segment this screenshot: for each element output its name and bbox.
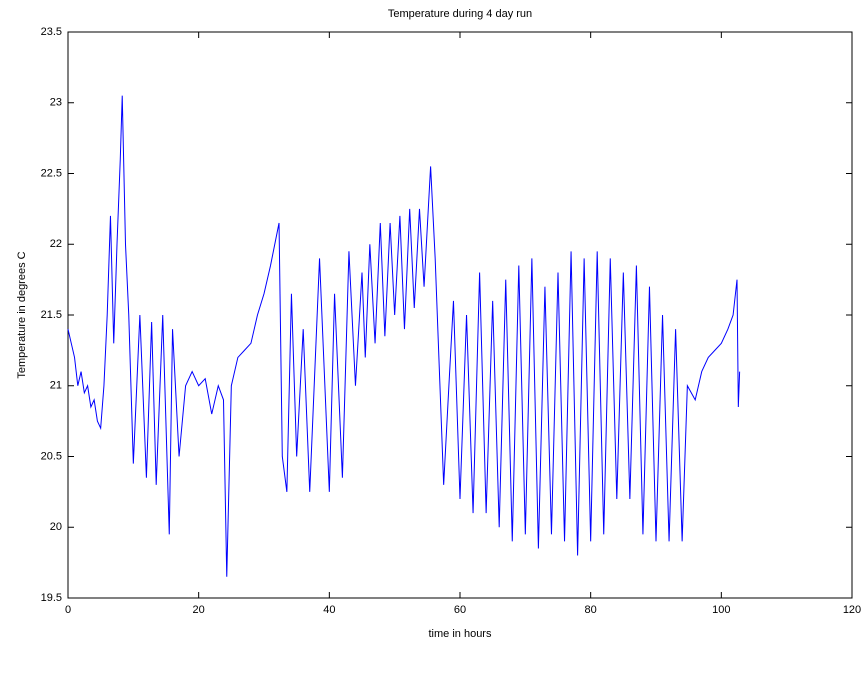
x-tick-label: 100 <box>712 604 730 616</box>
y-tick-label: 23.5 <box>41 26 62 38</box>
plot-frame <box>67 31 853 599</box>
y-tick-label: 20.5 <box>41 450 62 462</box>
x-axis-label: time in hours <box>429 628 492 640</box>
data-line <box>67 95 741 577</box>
x-tick-label: 80 <box>585 604 597 616</box>
x-tick-label: 60 <box>454 604 466 616</box>
x-tick-label: 120 <box>843 604 861 616</box>
y-tick-label: 22 <box>50 238 62 250</box>
y-tick-label: 20 <box>50 521 62 533</box>
y-tick-label: 22.5 <box>41 167 62 179</box>
y-tick-label: 21 <box>50 380 62 392</box>
y-tick-label: 19.5 <box>41 592 62 604</box>
x-tick-label: 0 <box>65 604 71 616</box>
y-tick-label: 21.5 <box>41 309 62 321</box>
y-axis-label: Temperature in degrees C <box>16 251 28 378</box>
x-tick-label: 40 <box>323 604 335 616</box>
x-tick-label: 20 <box>193 604 205 616</box>
y-tick-label: 23 <box>50 97 62 109</box>
chart-title: Temperature during 4 day run <box>388 8 532 20</box>
